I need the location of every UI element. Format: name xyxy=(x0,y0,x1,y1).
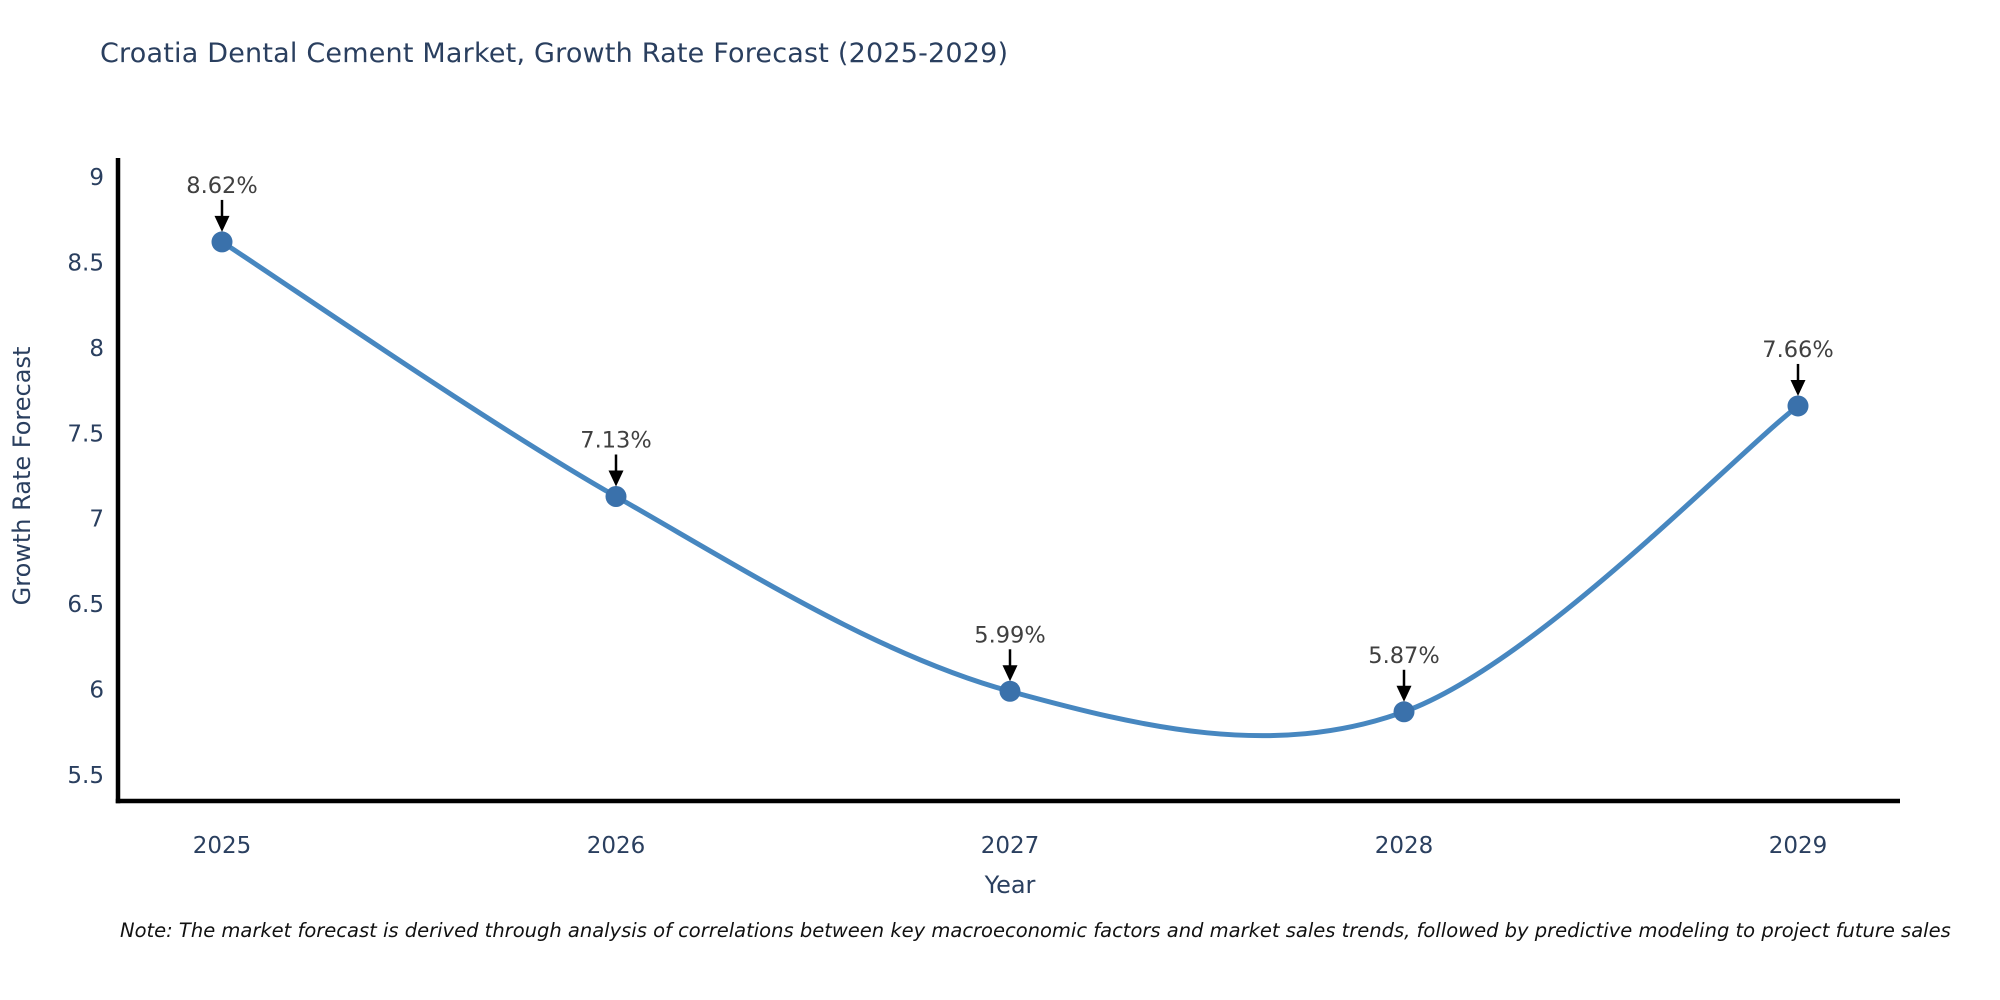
annotation-arrow-head xyxy=(1002,665,1018,682)
y-tick-label: 6.5 xyxy=(67,592,104,618)
chart-title: Croatia Dental Cement Market, Growth Rat… xyxy=(100,38,1009,69)
x-tick-label: 2026 xyxy=(587,833,646,859)
x-tick-label: 2028 xyxy=(1375,833,1434,859)
data-point-marker xyxy=(1787,395,1809,417)
y-tick-label: 7.5 xyxy=(67,421,104,447)
y-tick-label: 8.5 xyxy=(67,250,104,276)
y-tick-label: 9 xyxy=(89,165,104,191)
annotation-arrow-head xyxy=(214,215,230,232)
data-point-marker xyxy=(605,486,627,508)
x-tick-label: 2025 xyxy=(193,833,252,859)
data-point-label: 5.99% xyxy=(974,622,1045,648)
x-axis-title: Year xyxy=(984,871,1036,899)
annotation-arrow-head xyxy=(1396,685,1412,702)
annotation-arrow-head xyxy=(608,470,624,487)
x-tick-label: 2029 xyxy=(1769,833,1828,859)
annotation-arrow-head xyxy=(1790,379,1806,396)
x-tick-label: 2027 xyxy=(981,833,1040,859)
y-tick-label: 7 xyxy=(89,507,104,533)
data-point-marker xyxy=(1393,701,1415,723)
y-tick-label: 6 xyxy=(89,678,104,704)
data-point-marker xyxy=(999,680,1021,702)
y-axis-title: Growth Rate Forecast xyxy=(8,347,36,606)
y-tick-label: 5.5 xyxy=(67,763,104,789)
data-point-label: 7.13% xyxy=(580,428,651,454)
data-point-label: 5.87% xyxy=(1368,643,1439,669)
data-point-label: 8.62% xyxy=(186,173,257,199)
footnote: Note: The market forecast is derived thr… xyxy=(120,919,1951,942)
data-point-marker xyxy=(211,231,233,253)
y-tick-label: 8 xyxy=(89,336,104,362)
data-point-label: 7.66% xyxy=(1762,337,1833,363)
